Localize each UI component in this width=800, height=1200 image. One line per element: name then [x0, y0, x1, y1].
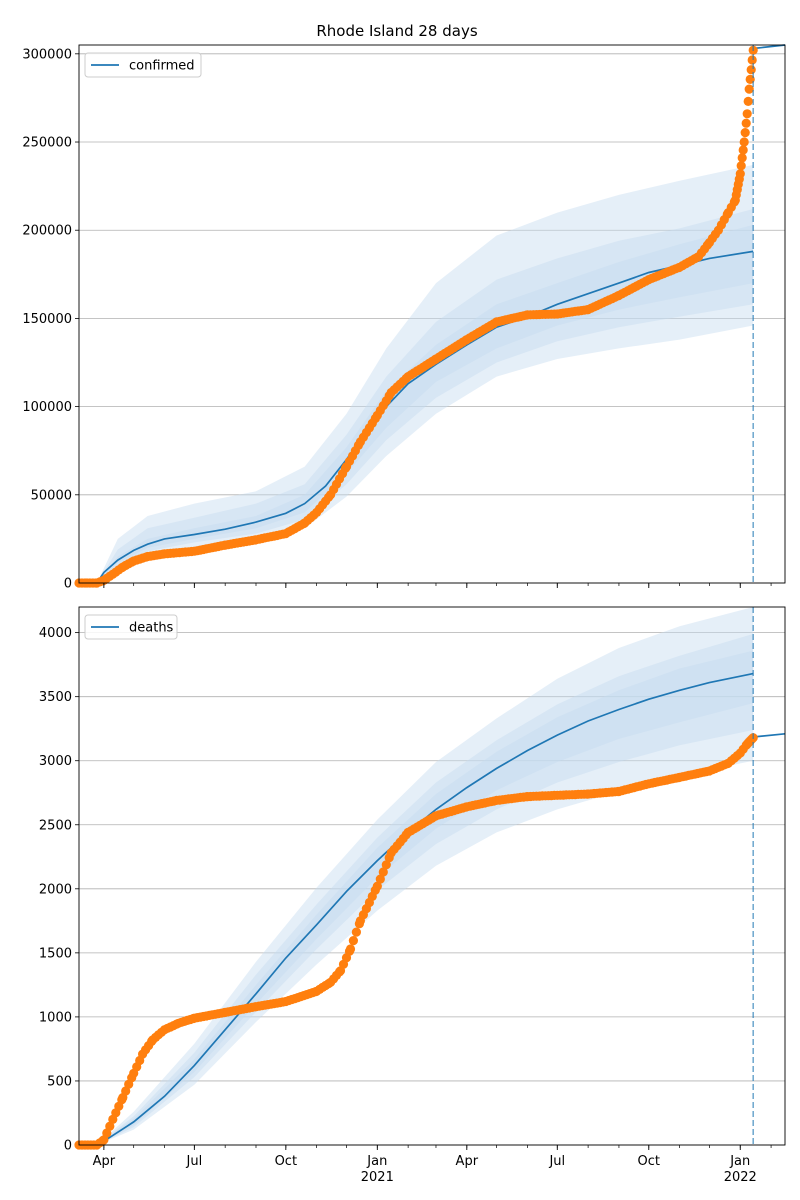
observed-point	[741, 118, 751, 128]
legend: deaths	[84, 614, 178, 640]
deaths-panel: 0 500 1000 1500 2000 2500 3000 3500 4000 deaths	[39, 606, 786, 1154]
uncertainty-band	[96, 224, 754, 583]
y-tick-label: 100000	[22, 400, 72, 415]
x-tick-label: Oct	[638, 1154, 660, 1169]
uncertainty-band	[96, 607, 754, 1145]
plot-frame	[78, 44, 786, 584]
x-tick-label: Apr	[93, 1154, 116, 1169]
y-tick-label: 2000	[39, 882, 72, 897]
x-year-label: 2022	[724, 1170, 757, 1185]
y-tick-label: 1500	[39, 946, 72, 961]
y-tick-label: 1000	[39, 1010, 72, 1025]
x-tick-label: Jan	[366, 1154, 387, 1169]
x-tick-label: Jan	[729, 1154, 750, 1169]
observed-point	[345, 944, 356, 954]
legend: confirmed	[84, 52, 202, 78]
observed-point	[348, 936, 358, 946]
y-tick-label: 200000	[22, 224, 72, 239]
y-tick-label: 50000	[31, 488, 72, 503]
uncertainty-band	[96, 650, 754, 1145]
y-tick-label: 3000	[39, 754, 72, 769]
observed-point	[738, 145, 748, 155]
observed-point	[378, 867, 388, 877]
observed-point	[381, 860, 391, 870]
observed-point	[99, 1135, 109, 1145]
y-tick-label: 0	[64, 1139, 72, 1154]
uncertainty-band	[96, 633, 754, 1145]
observed-point	[742, 109, 752, 119]
observed-point	[747, 55, 757, 65]
observed-point	[351, 927, 361, 937]
x-tick-label: Jul	[548, 1154, 565, 1169]
observed-point	[743, 96, 753, 106]
observed-point	[372, 881, 382, 891]
y-tick-label: 0	[64, 577, 72, 592]
figure-title: Rhode Island 28 days	[316, 22, 477, 40]
y-tick-label: 250000	[22, 136, 72, 151]
legend-label: confirmed	[129, 59, 195, 74]
y-tick-label: 4000	[39, 626, 72, 641]
y-tick-label: 2500	[39, 818, 72, 833]
uncertainty-band	[96, 164, 754, 583]
x-tick-label: Oct	[275, 1154, 297, 1169]
y-tick-label: 300000	[22, 47, 72, 62]
legend-label: deaths	[129, 621, 174, 636]
confirmed-panel: 0 50000 100000 150000 200000 250000 300000 conf…	[22, 44, 786, 592]
observed-point	[735, 169, 745, 179]
observed-point	[740, 128, 750, 138]
forecast-line	[753, 44, 786, 50]
legend-box	[84, 52, 202, 78]
forecast-line	[753, 732, 786, 738]
observed-point	[737, 153, 747, 163]
observed-point	[736, 161, 746, 171]
y-tick-label: 3500	[39, 690, 72, 705]
x-tick-label: Apr	[456, 1154, 479, 1169]
plot-frame	[78, 606, 786, 1146]
observed-point	[375, 874, 385, 884]
y-tick-label: 500	[47, 1074, 72, 1089]
x-year-label: 2021	[361, 1170, 394, 1185]
observed-point	[746, 65, 756, 75]
y-tick-label: 150000	[22, 312, 72, 327]
observed-point	[744, 84, 754, 94]
legend-box	[84, 614, 178, 640]
x-tick-label: Jul	[186, 1154, 203, 1169]
uncertainty-band	[96, 209, 754, 583]
observed-point	[739, 137, 749, 147]
